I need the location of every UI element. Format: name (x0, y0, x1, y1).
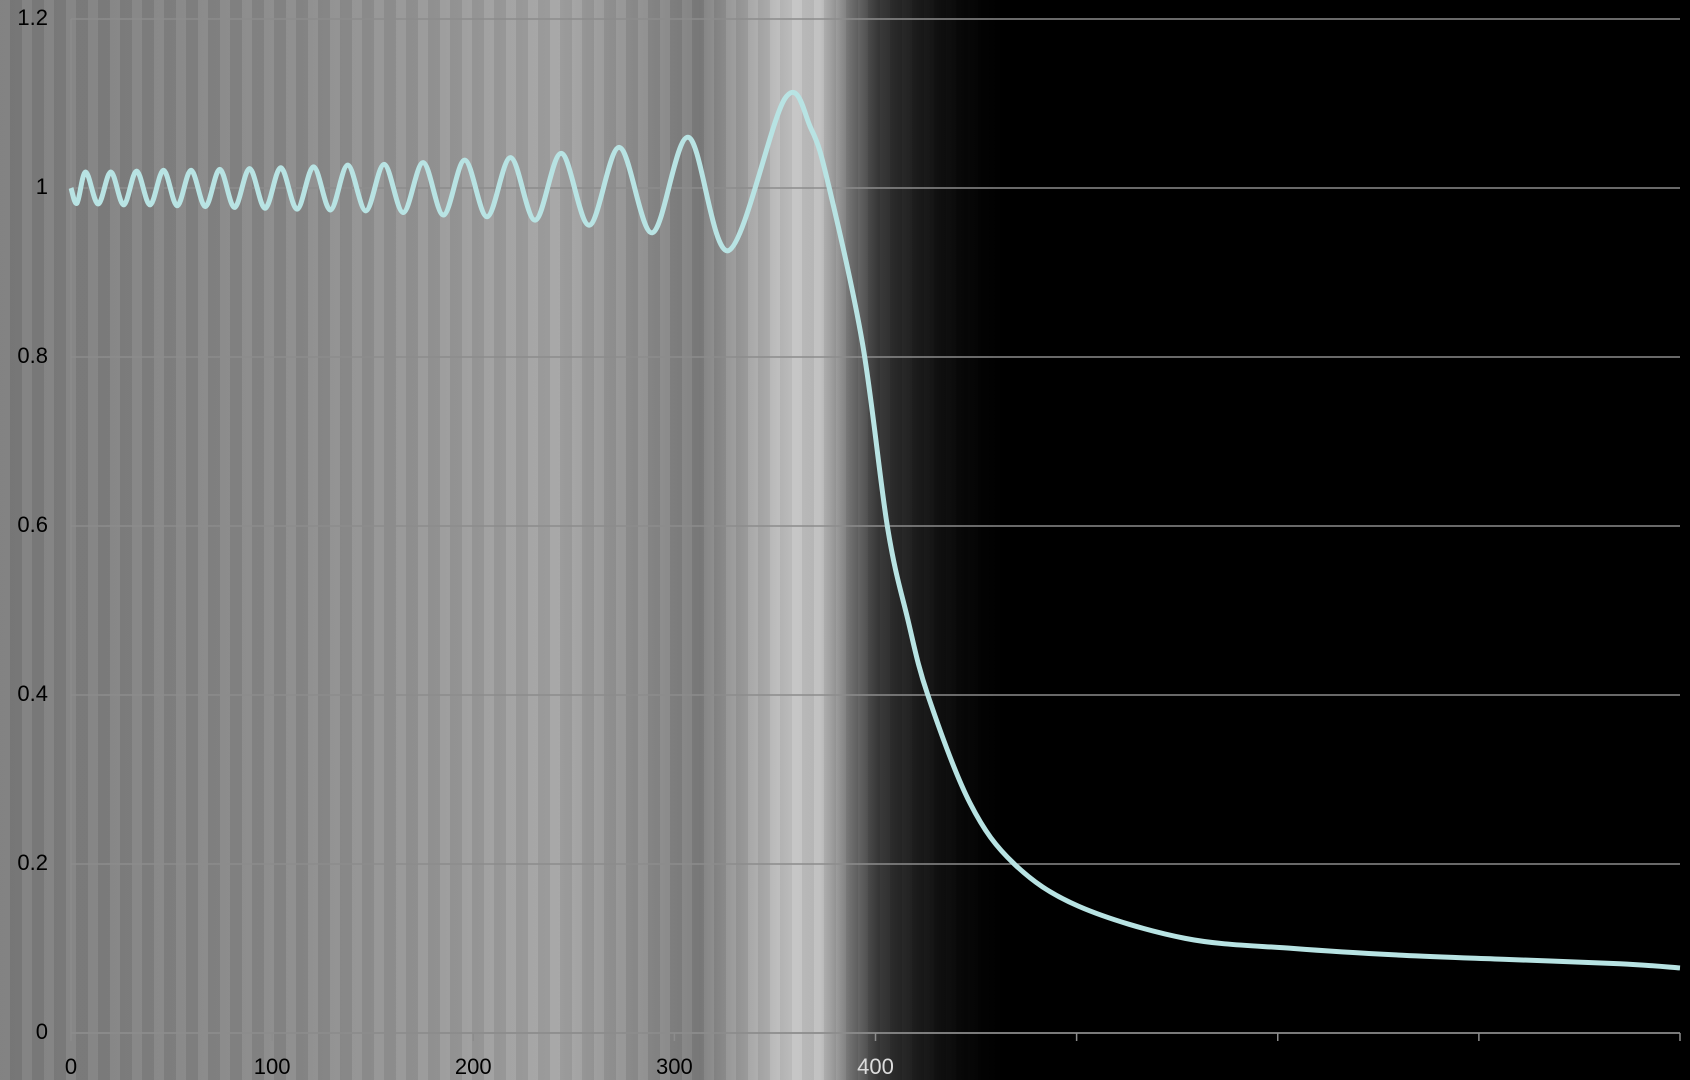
y-tick-label: 0.6 (17, 512, 48, 537)
x-tick-label: 0 (65, 1054, 77, 1079)
x-tick-label: 300 (656, 1054, 693, 1079)
x-tick-label: 100 (254, 1054, 291, 1079)
y-tick-label: 0 (36, 1019, 48, 1044)
chart: 0 0.2 0.4 0.6 0.8 1 1.2 0 100 200 300 400 (0, 0, 1690, 1080)
y-tick-label: 0.8 (17, 343, 48, 368)
page: 00.20.40.60.811.20100200300400 (() => { … (0, 0, 1690, 1080)
y-tick-label: 1 (36, 174, 48, 199)
data-line (71, 92, 1680, 968)
x-tick-label: 200 (455, 1054, 492, 1079)
y-tick-label: 0.2 (17, 850, 48, 875)
x-tick-label: 400 (857, 1054, 894, 1079)
y-tick-label: 1.2 (17, 5, 48, 30)
y-tick-label: 0.4 (17, 681, 48, 706)
